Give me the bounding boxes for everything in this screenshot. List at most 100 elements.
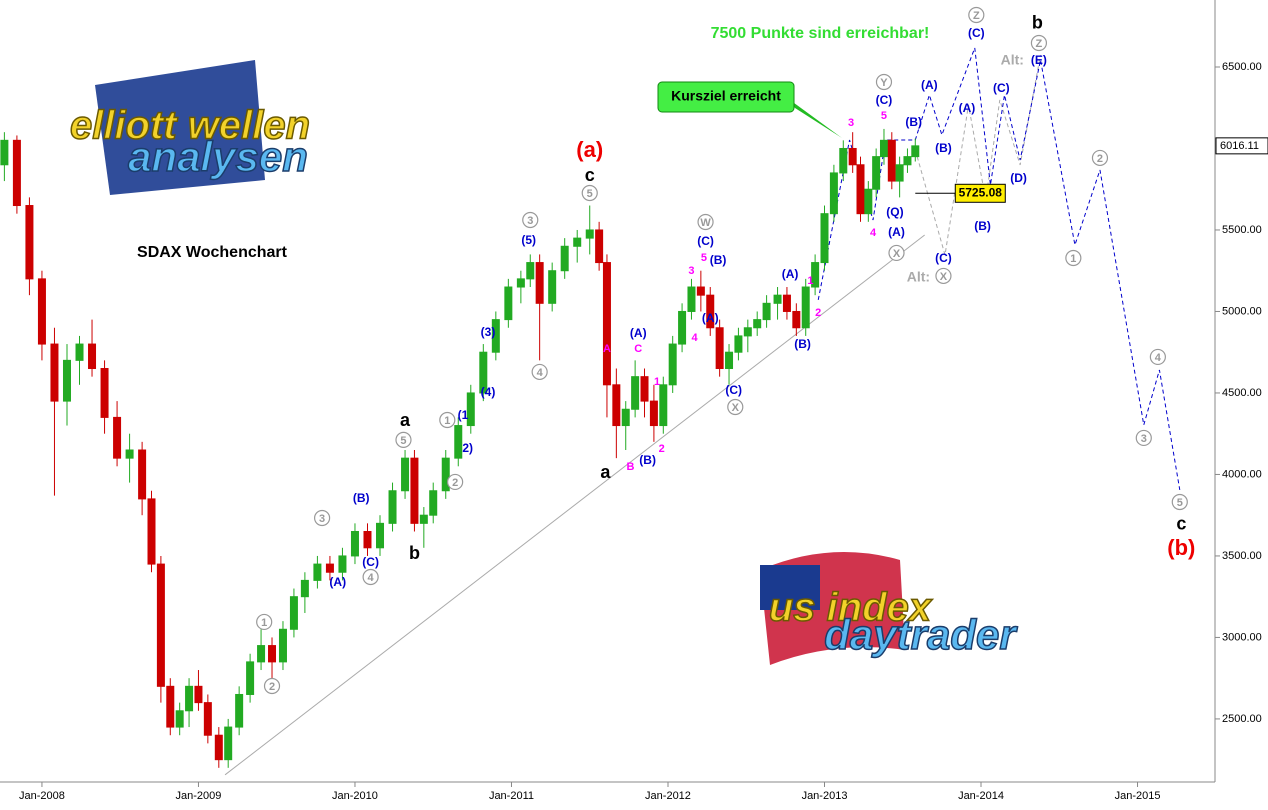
callout: Kursziel erreicht bbox=[657, 81, 842, 138]
wave-label: (B) bbox=[974, 219, 991, 233]
wave-circle bbox=[263, 677, 281, 695]
wave-circle bbox=[1030, 34, 1048, 52]
candle-body bbox=[792, 310, 801, 329]
wave-circle bbox=[1135, 429, 1152, 447]
projection-line bbox=[817, 47, 1181, 491]
wave-circle bbox=[888, 244, 905, 262]
candle-body bbox=[410, 457, 419, 524]
candle-body bbox=[887, 139, 896, 182]
candle-body bbox=[839, 147, 848, 174]
wave-circle bbox=[1065, 249, 1082, 267]
candle-body bbox=[147, 498, 156, 565]
wave-label: 4 bbox=[870, 227, 877, 239]
candle-body bbox=[782, 294, 791, 312]
x-tick-label: Jan-2012 bbox=[645, 790, 691, 802]
wave-circle bbox=[1091, 149, 1109, 167]
wave-circle bbox=[395, 431, 412, 448]
wave-label: 1 bbox=[261, 617, 267, 629]
candle-body bbox=[12, 139, 21, 207]
wave-label: C bbox=[634, 343, 642, 355]
candle-body bbox=[194, 685, 203, 704]
wave-circle bbox=[447, 473, 464, 491]
wave-label: B bbox=[626, 461, 634, 473]
candle-body bbox=[113, 416, 122, 459]
candle-body bbox=[895, 164, 904, 182]
candle-body bbox=[300, 579, 309, 598]
candle-body bbox=[203, 702, 212, 736]
wave-circle bbox=[522, 211, 539, 229]
candle-body bbox=[659, 384, 668, 427]
candle-body bbox=[743, 327, 752, 337]
wave-label: 5 bbox=[400, 435, 406, 447]
wave-label: A bbox=[603, 343, 611, 355]
wave-label: (B) bbox=[905, 115, 922, 129]
y-tick-label: 3000.00 bbox=[1222, 631, 1262, 643]
candle-body bbox=[595, 229, 604, 264]
candle-body bbox=[50, 343, 59, 402]
y-tick-label: 5500.00 bbox=[1222, 224, 1262, 236]
wave-label: (b) bbox=[1167, 535, 1195, 560]
candle-body bbox=[325, 563, 334, 573]
wave-label: 2 bbox=[659, 443, 665, 455]
y-tick-label: 2500.00 bbox=[1222, 713, 1262, 725]
wave-label: 1 bbox=[807, 275, 813, 287]
wave-label: 4 bbox=[1155, 352, 1162, 364]
wave-label: (B) bbox=[794, 337, 811, 351]
wave-circle bbox=[935, 267, 952, 285]
wave-label: b bbox=[1032, 13, 1043, 33]
wave-label: c bbox=[585, 165, 595, 185]
candle-body bbox=[535, 262, 544, 304]
wave-label: a bbox=[600, 462, 611, 482]
wave-label: X bbox=[940, 271, 948, 283]
logo-flag-canton bbox=[760, 565, 820, 610]
candle-body bbox=[696, 286, 705, 296]
x-tick-label: Jan-2014 bbox=[958, 790, 1004, 802]
wave-label: Y bbox=[880, 77, 888, 89]
x-tick-label: Jan-2011 bbox=[489, 790, 534, 802]
wave-label: 4 bbox=[368, 572, 375, 584]
candle-body bbox=[621, 408, 630, 427]
wave-label: 2 bbox=[452, 477, 458, 489]
candle-body bbox=[363, 530, 372, 549]
wave-label: (A) bbox=[702, 311, 719, 325]
candle-body bbox=[864, 188, 873, 215]
candle-body bbox=[0, 139, 9, 166]
candle-body bbox=[631, 376, 640, 410]
wave-circle bbox=[439, 411, 456, 429]
wave-label: 5 bbox=[587, 188, 593, 200]
level-box bbox=[954, 183, 1006, 203]
candle-body bbox=[25, 205, 34, 280]
wave-circle bbox=[697, 213, 714, 231]
wave-circle bbox=[727, 398, 744, 416]
wave-label: 2 bbox=[269, 681, 275, 693]
callout-box bbox=[657, 81, 795, 113]
x-tick-label: Jan-2009 bbox=[176, 790, 222, 802]
wave-label: 1 bbox=[444, 415, 450, 427]
candle-body bbox=[268, 645, 277, 663]
wave-label: Z bbox=[973, 10, 980, 22]
candle-body bbox=[903, 156, 912, 166]
wave-label: (C) bbox=[876, 93, 893, 107]
wave-circle bbox=[531, 363, 548, 381]
wave-label: (a) bbox=[576, 137, 603, 162]
price-tag: 6016.11 bbox=[1220, 140, 1259, 152]
candle-body bbox=[856, 164, 865, 215]
candle-body bbox=[138, 449, 147, 500]
candle-body bbox=[235, 693, 244, 728]
candle-body bbox=[725, 351, 734, 370]
wave-label: (A) bbox=[630, 326, 647, 340]
wave-label: (A) bbox=[782, 267, 799, 281]
candle-body bbox=[668, 343, 677, 386]
logo-text: analysen bbox=[128, 133, 308, 180]
wave-label: (A) bbox=[921, 78, 938, 92]
candle-body bbox=[612, 384, 621, 427]
chart-title: SDAX Wochenchart bbox=[137, 244, 288, 261]
candle-body bbox=[454, 425, 463, 459]
price-tag-box bbox=[1215, 137, 1268, 155]
candle-body bbox=[516, 278, 525, 288]
candle-body bbox=[175, 710, 184, 728]
candle-body bbox=[224, 726, 233, 761]
wave-label: (C) bbox=[362, 555, 379, 569]
candle-body bbox=[313, 563, 322, 581]
